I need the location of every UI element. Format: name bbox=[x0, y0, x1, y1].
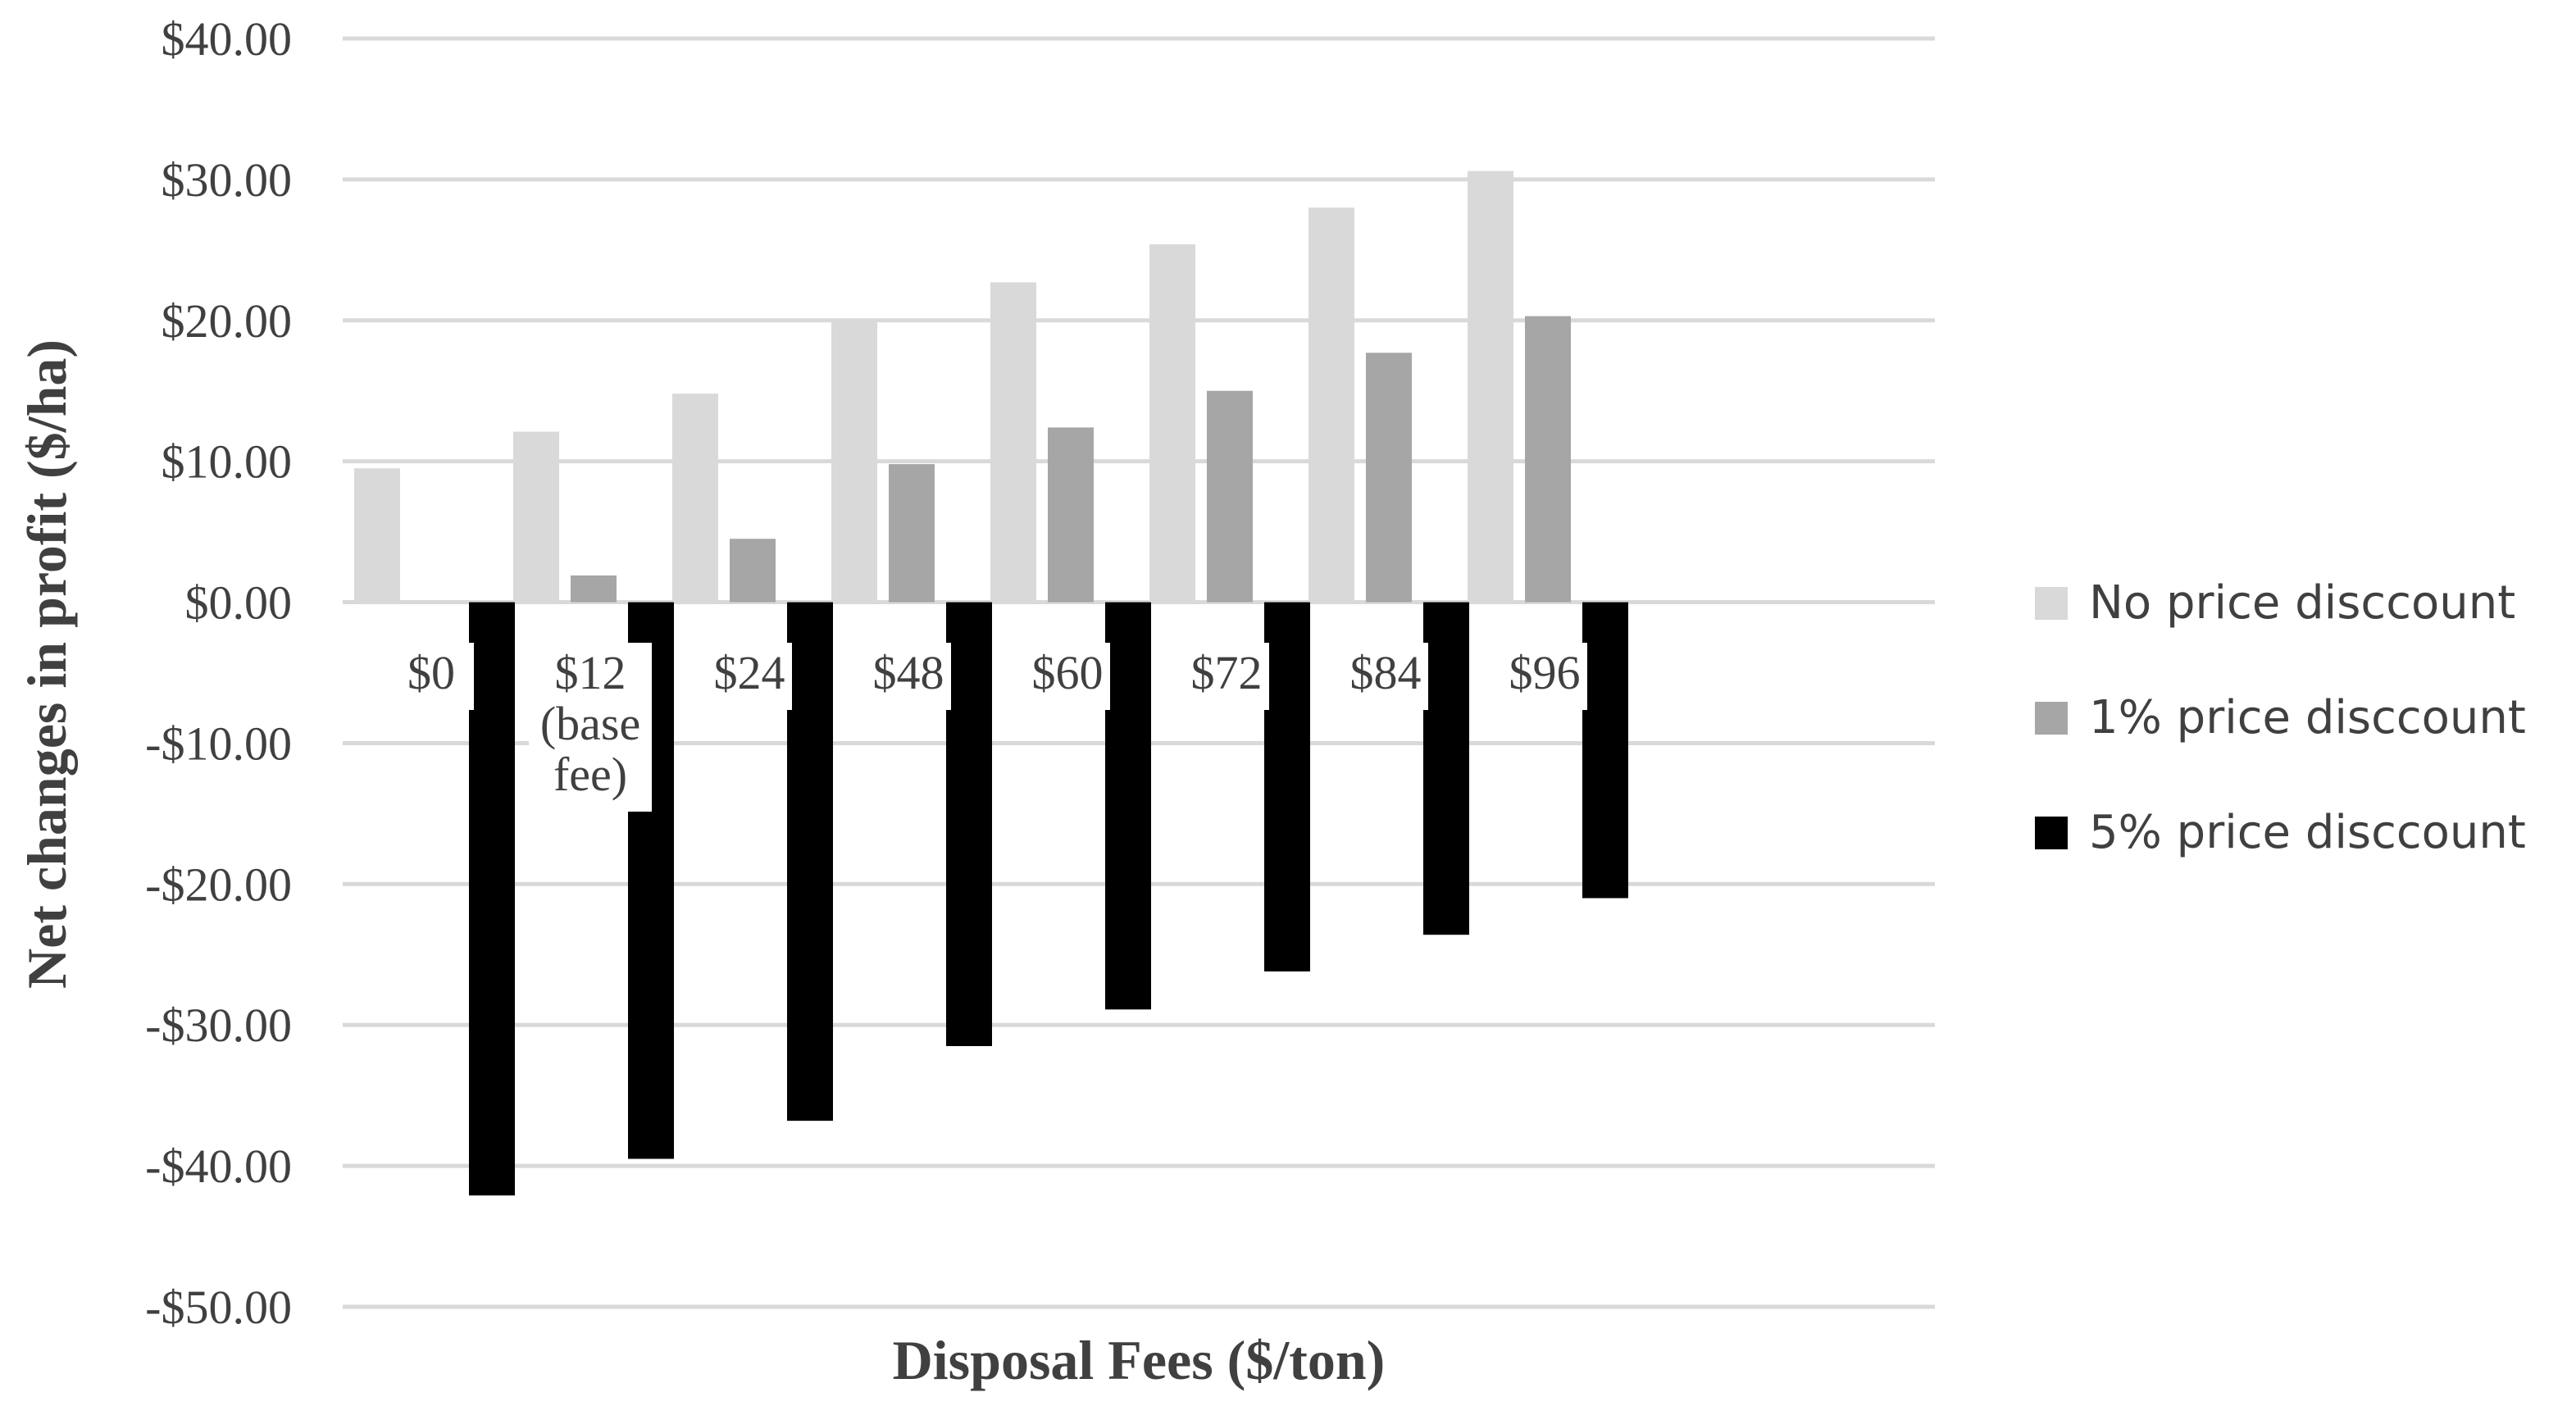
bar-2-6 bbox=[1207, 390, 1253, 603]
category-label-bg bbox=[389, 643, 474, 710]
y-tick-label: $30.00 bbox=[162, 153, 293, 207]
legend-swatch bbox=[2035, 587, 2068, 620]
legend-label: 1% price disccount bbox=[2089, 691, 2526, 744]
y-tick-label: -$10.00 bbox=[145, 717, 292, 770]
bar-2-3 bbox=[730, 539, 776, 603]
bar-1-8 bbox=[1468, 171, 1513, 603]
bar-2-8 bbox=[1525, 316, 1571, 603]
bar-2-7 bbox=[1366, 353, 1412, 603]
bar-3-5 bbox=[1105, 602, 1151, 1010]
y-tick-label: -$30.00 bbox=[145, 999, 292, 1052]
legend: No price disccount 1% price disccount 5% p… bbox=[2035, 576, 2526, 859]
legend-label: No price disccount bbox=[2089, 576, 2515, 630]
legend-swatch bbox=[2035, 702, 2068, 735]
category-label: $72 bbox=[1191, 646, 1263, 699]
category-label-bg bbox=[1343, 643, 1428, 710]
bar-1-4 bbox=[831, 319, 877, 603]
category-label-bg bbox=[1025, 643, 1110, 710]
bar-2-4 bbox=[889, 464, 935, 603]
category-label: $60 bbox=[1032, 646, 1104, 699]
bar-1-2 bbox=[513, 431, 559, 603]
category-label-bg bbox=[1502, 643, 1587, 710]
category-label: $48 bbox=[873, 646, 944, 699]
y-tick-label: $20.00 bbox=[162, 294, 293, 348]
category-label-bg bbox=[1184, 643, 1269, 710]
y-tick-label: $10.00 bbox=[162, 435, 293, 489]
bar-1-3 bbox=[672, 394, 718, 603]
bar-1-5 bbox=[990, 282, 1036, 603]
category-label: $84 bbox=[1350, 646, 1422, 699]
bar-1-1 bbox=[354, 468, 400, 603]
bar-3-3 bbox=[787, 602, 833, 1122]
legend-label: 5% price disccount bbox=[2089, 806, 2526, 859]
x-axis-title: Disposal Fees ($/ton) bbox=[893, 1329, 1386, 1391]
y-axis-title: Net changes in profit ($/ha) bbox=[16, 339, 78, 989]
bar-3-8 bbox=[1582, 602, 1628, 899]
category-label-bg bbox=[866, 643, 951, 710]
bar-1-6 bbox=[1149, 243, 1195, 603]
bar-3-6 bbox=[1264, 602, 1310, 971]
bar-2-5 bbox=[1048, 427, 1094, 603]
bar-1-7 bbox=[1308, 207, 1354, 603]
legend-swatch bbox=[2035, 817, 2068, 849]
bar-2-2 bbox=[571, 575, 617, 603]
bars bbox=[354, 171, 1628, 1196]
y-tick-label: -$50.00 bbox=[145, 1281, 292, 1334]
category-label: $12 (base fee) bbox=[540, 646, 640, 801]
bar-3-1 bbox=[469, 602, 515, 1196]
y-tick-label: -$20.00 bbox=[145, 858, 292, 911]
y-tick-label: $0.00 bbox=[185, 576, 293, 630]
y-tick-label: -$40.00 bbox=[145, 1140, 292, 1193]
category-labels: $0 $12 (base fee) $24 $48 $60 $72 $84 $96 bbox=[389, 643, 1587, 812]
category-label: $96 bbox=[1509, 646, 1581, 699]
category-label: $0 bbox=[407, 646, 455, 699]
category-label: $24 bbox=[714, 646, 785, 699]
category-label-bg bbox=[707, 643, 792, 710]
bar-3-7 bbox=[1423, 602, 1469, 935]
y-tick-label: $40.00 bbox=[162, 12, 293, 66]
category-label-bg bbox=[529, 643, 652, 812]
bar-3-4 bbox=[946, 602, 992, 1047]
y-tick-labels: $40.00 $30.00 $20.00 $10.00 $0.00 -$10.00 -$20… bbox=[145, 12, 292, 1334]
